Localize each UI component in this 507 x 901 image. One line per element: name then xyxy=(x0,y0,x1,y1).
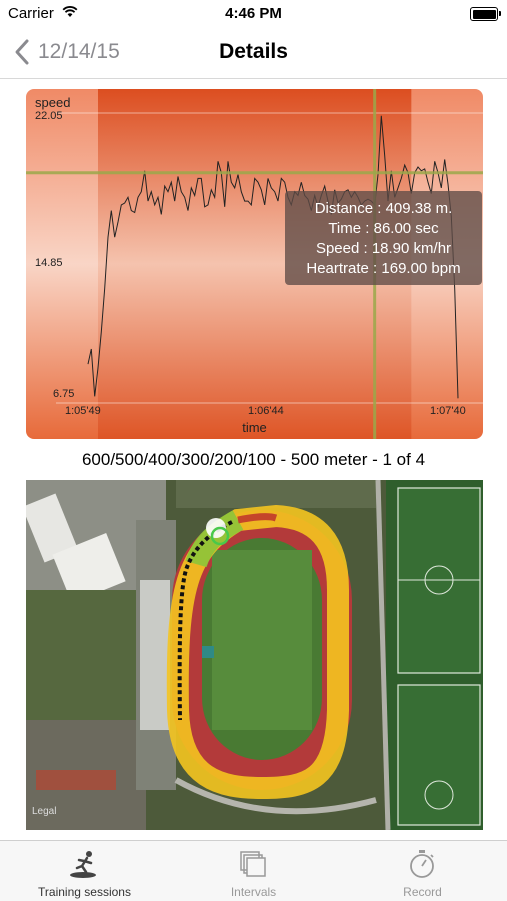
stopwatch-icon xyxy=(410,850,434,878)
clock: 4:46 PM xyxy=(225,5,282,22)
tooltip-speed: Speed : 18.90 km/hr xyxy=(315,240,452,257)
tab-label: Intervals xyxy=(230,885,277,899)
page-title: Details xyxy=(219,40,288,63)
runner-icon xyxy=(70,851,96,878)
battery-icon xyxy=(470,7,501,21)
y-tick-label: 22.05 xyxy=(35,110,63,122)
tab-label: Record xyxy=(403,885,442,899)
track-map[interactable]: Legal xyxy=(26,480,483,830)
wifi-icon xyxy=(62,6,78,17)
tooltip-distance: Distance : 409.38 m. xyxy=(314,200,453,217)
back-button[interactable]: 12/14/15 xyxy=(12,38,120,66)
tab-record[interactable]: Record xyxy=(338,841,507,901)
tab-intervals[interactable]: Intervals xyxy=(169,841,338,901)
tab-bar: Training sessions Intervals Record xyxy=(0,840,507,901)
x-tick-label: 1:07'40 xyxy=(430,405,466,417)
map-legal-link[interactable]: Legal xyxy=(32,806,57,817)
chevron-left-icon xyxy=(15,39,29,65)
x-axis-label: time xyxy=(242,420,267,435)
speed-chart[interactable]: speed 22.05 14.85 6.75 1:05'49 1:06'44 1… xyxy=(26,89,483,439)
y-tick-label: 6.75 xyxy=(53,388,75,400)
chart-tooltip: Distance : 409.38 m. Time : 86.00 sec Sp… xyxy=(285,191,482,285)
navigation-bar: 12/14/15 Details xyxy=(0,26,507,79)
tooltip-heartrate: Heartrate : 169.00 bpm xyxy=(306,260,461,277)
satellite-map-image[interactable] xyxy=(26,480,483,830)
tab-label: Training sessions xyxy=(38,885,131,899)
interval-caption: 600/500/400/300/200/100 - 500 meter - 1 … xyxy=(81,450,426,469)
y-tick-label: 14.85 xyxy=(35,257,63,269)
back-button-label: 12/14/15 xyxy=(38,40,120,63)
status-bar: Carrier 4:46 PM xyxy=(0,0,507,26)
tooltip-time: Time : 86.00 sec xyxy=(328,220,439,237)
carrier-label: Carrier xyxy=(8,5,54,22)
tab-training-sessions[interactable]: Training sessions xyxy=(0,841,169,901)
intervals-icon xyxy=(240,851,266,877)
x-tick-label: 1:06'44 xyxy=(248,405,284,417)
y-axis-label: speed xyxy=(35,95,71,110)
x-tick-label: 1:05'49 xyxy=(65,405,101,417)
